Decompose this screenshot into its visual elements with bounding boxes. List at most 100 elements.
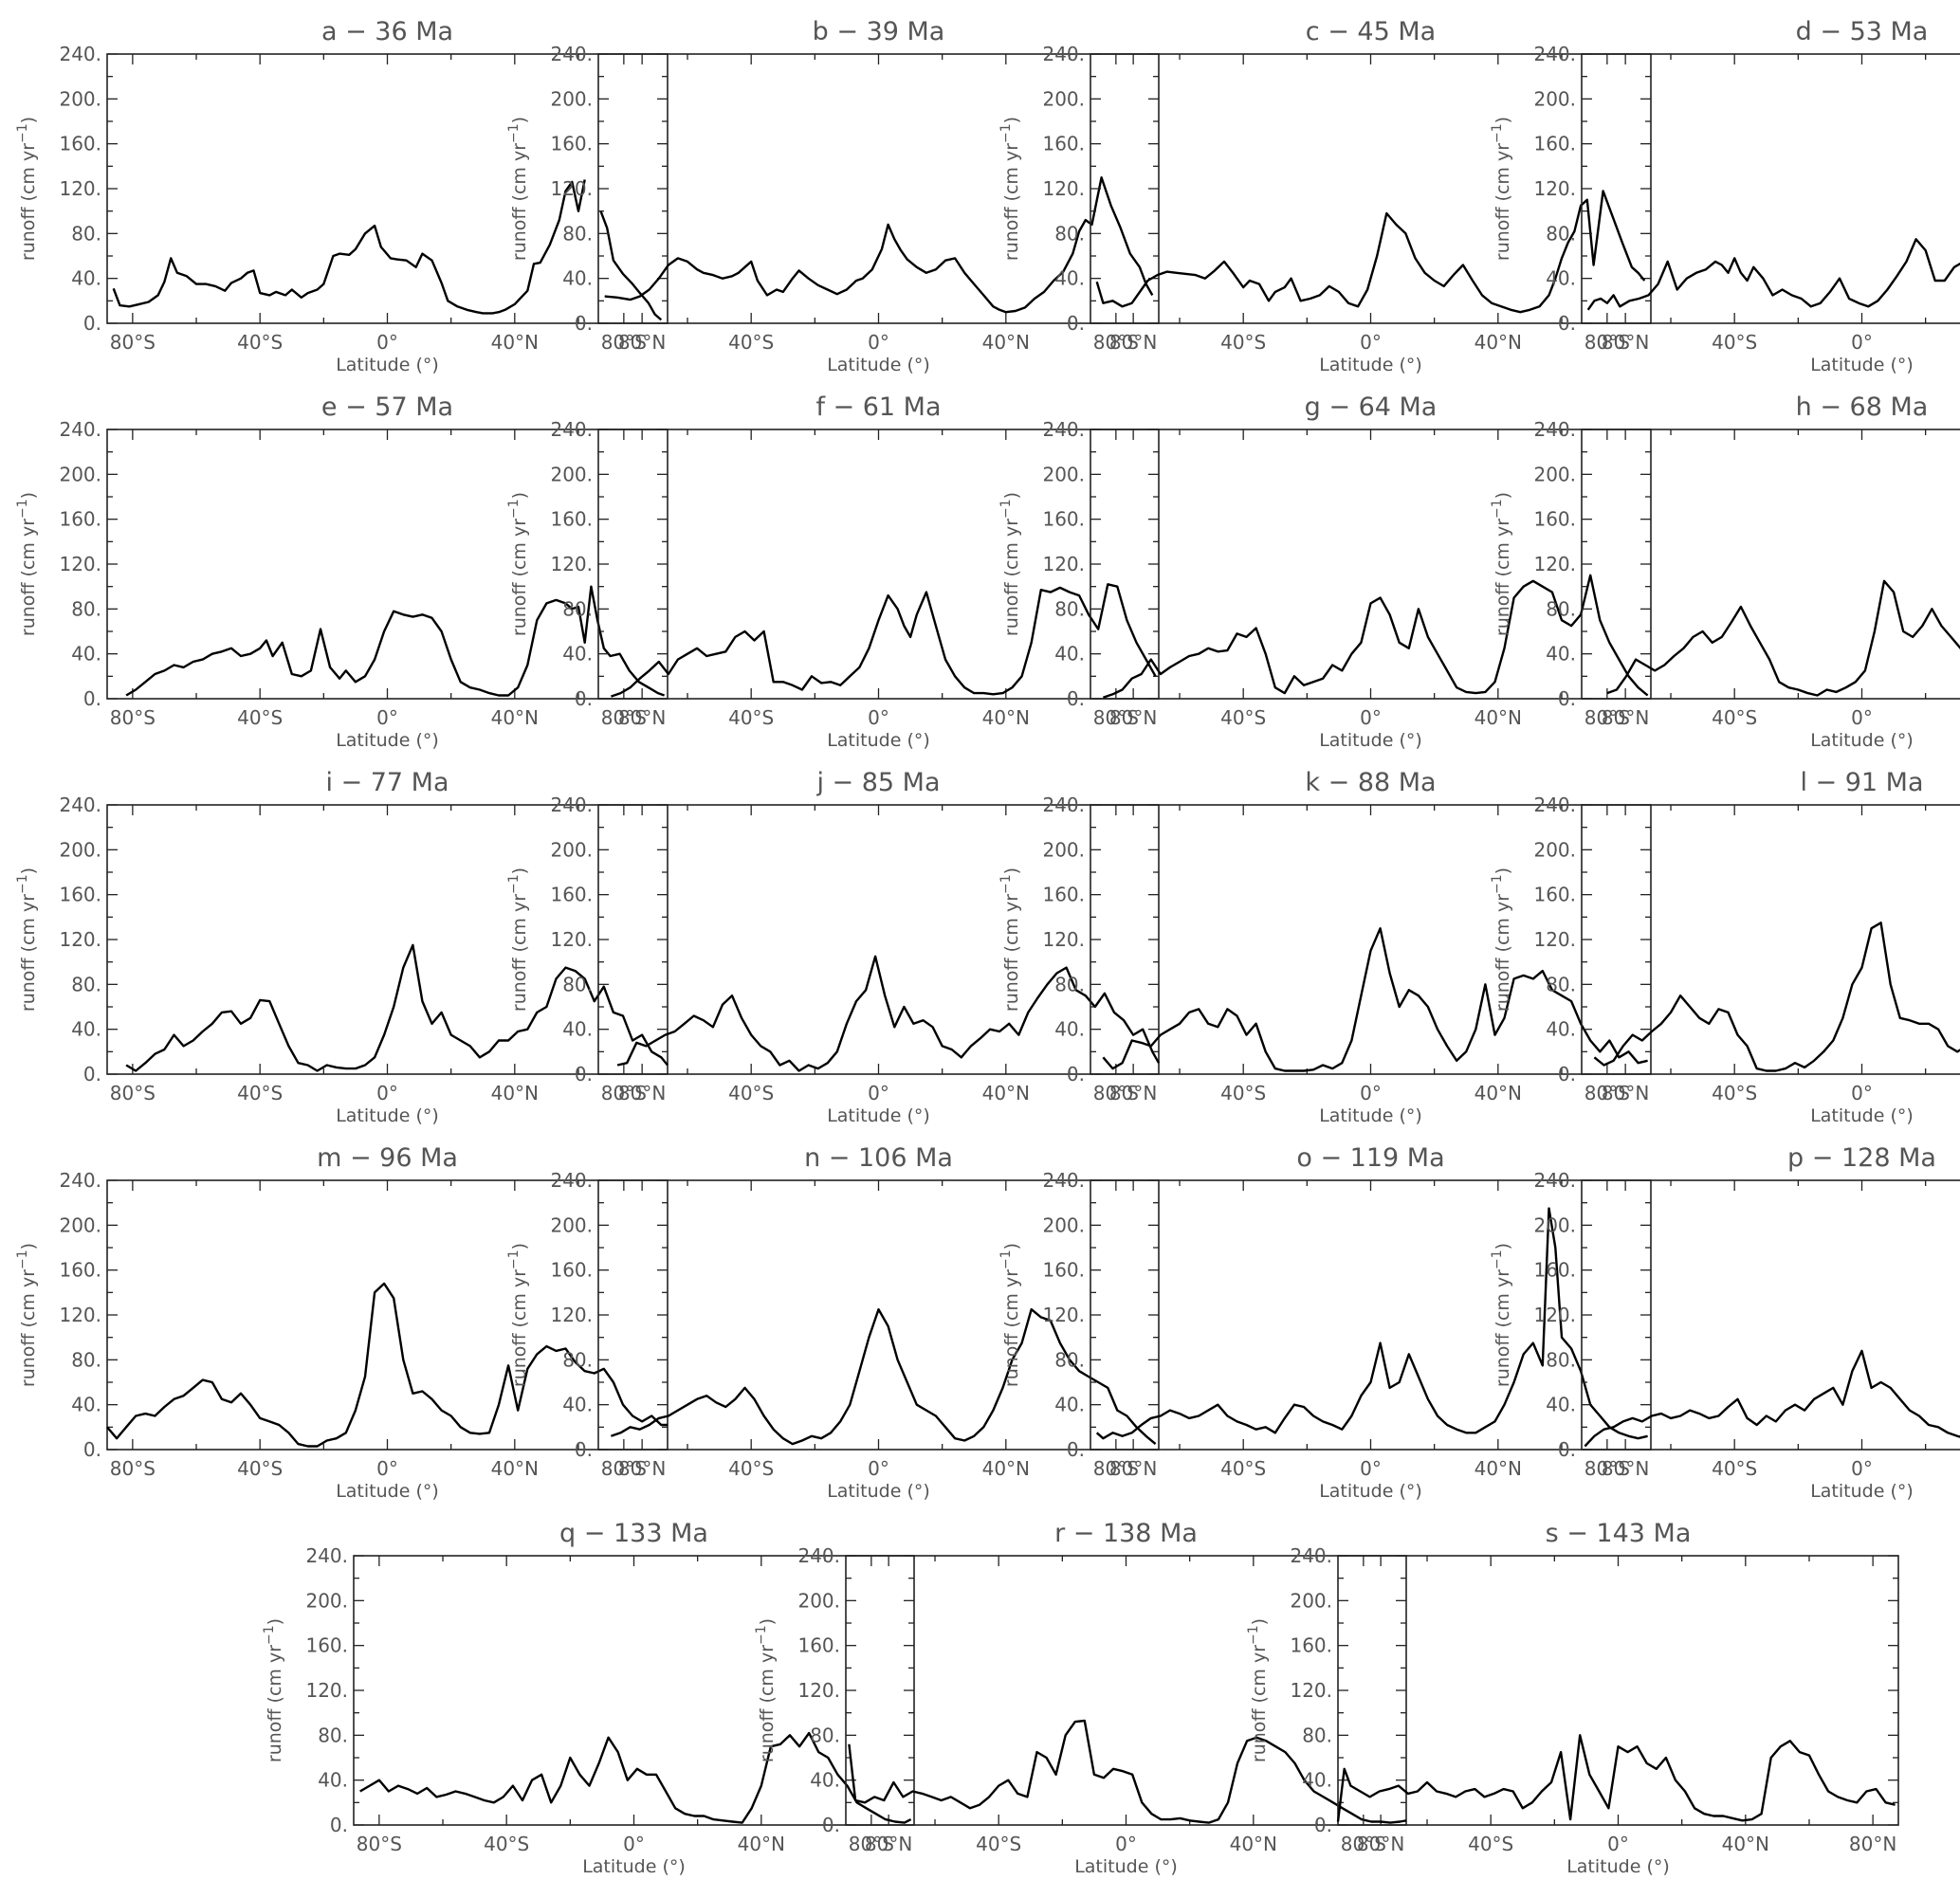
x-tick-label: 80°S	[601, 331, 647, 354]
x-tick-label: 0°	[376, 1457, 398, 1480]
x-tick-label: 0°	[1115, 1833, 1137, 1855]
x-tick-label: 80°S	[1093, 1457, 1139, 1480]
x-tick-label: 80°N	[618, 1457, 666, 1480]
runoff-line	[359, 1731, 912, 1824]
x-tick-label: 80°N	[618, 331, 666, 354]
y-axis-label: runoff (cm yr−1)	[15, 867, 39, 1012]
y-tick-label: 120.	[550, 928, 593, 951]
panel-9: i − 77 Ma 0. 40. 80. 120. 160. 200. 240. 80°S 40°…	[15, 768, 669, 1126]
x-tick-label: 0°	[868, 331, 889, 354]
y-tick-label: 200.	[550, 1214, 593, 1236]
x-axis-label: Latitude (°)	[1810, 355, 1914, 375]
y-tick-label: 240.	[1533, 1169, 1576, 1192]
runoff-line	[1095, 1207, 1648, 1440]
x-tick-label: 80°N	[1109, 331, 1157, 354]
y-tick-label: 80.	[1546, 973, 1576, 995]
x-tick-label: 80°S	[110, 331, 156, 354]
y-tick-label: 80.	[71, 973, 101, 995]
y-tick-label: 40.	[71, 1018, 101, 1041]
y-axis-label-text: runoff (cm yr	[1001, 894, 1022, 1012]
x-tick-label: 80°S	[1584, 331, 1630, 354]
x-tick-label: 40°S	[1220, 1457, 1266, 1480]
runoff-line	[1103, 574, 1649, 699]
x-tick-label: 40°S	[728, 706, 774, 729]
y-tick-label: 200.	[59, 1214, 101, 1236]
runoff-line	[604, 176, 1154, 314]
y-tick-label: 200.	[1533, 838, 1576, 861]
panel-title: i − 77 Ma	[325, 768, 449, 797]
panel-title: o − 119 Ma	[1296, 1143, 1444, 1173]
y-axis-label: runoff (cm yr−1)	[15, 492, 39, 636]
x-tick-label: 0°	[1360, 1082, 1382, 1104]
y-tick-label: 80.	[71, 222, 101, 245]
y-tick-label: 200.	[1533, 87, 1576, 110]
plot-frame	[1337, 1555, 1899, 1826]
x-tick-label: 40°N	[982, 1082, 1030, 1104]
runoff-line	[1584, 1349, 1960, 1448]
y-tick-label: 40.	[562, 1018, 593, 1041]
y-axis-label: runoff (cm yr−1)	[1490, 1243, 1513, 1387]
x-axis-label: Latitude (°)	[827, 355, 930, 375]
y-axis-label-sup: −1	[1490, 874, 1505, 894]
y-axis-label-sup: −1	[1490, 123, 1505, 143]
y-tick-label: 40.	[71, 1394, 101, 1416]
y-tick-label: 200.	[1042, 463, 1085, 485]
runoff-line	[1606, 579, 1960, 697]
panel-title: j − 85 Ma	[815, 768, 940, 797]
y-tick-label: 160.	[797, 1634, 840, 1657]
x-axis-label: Latitude (°)	[827, 1105, 930, 1126]
runoff-line	[611, 583, 1157, 698]
y-tick-label: 40.	[1546, 643, 1576, 666]
y-tick-label: 40.	[1054, 643, 1085, 666]
y-tick-label: 0.	[1314, 1814, 1332, 1836]
y-tick-label: 240.	[1042, 418, 1085, 441]
y-axis-label-close: )	[18, 492, 39, 499]
y-axis-label-close: )	[509, 492, 530, 499]
plot-frame	[1581, 429, 1960, 700]
panel-title: d − 53 Ma	[1796, 17, 1929, 46]
y-tick-label: 40.	[71, 643, 101, 666]
x-tick-label: 40°N	[982, 1457, 1030, 1480]
y-axis-label-close: )	[1001, 117, 1022, 123]
y-tick-label: 0.	[1558, 312, 1576, 335]
y-tick-label: 40.	[1054, 1394, 1085, 1416]
y-axis-label-sup: −1	[998, 123, 1014, 143]
panel-18: r − 138 Ma 0. 40. 80. 120. 160. 200. 240. 80°S 40…	[754, 1519, 1407, 1877]
x-tick-label: 0°	[1851, 706, 1873, 729]
y-tick-label: 120.	[1042, 928, 1085, 951]
y-axis-label-close: )	[1493, 1243, 1513, 1250]
y-tick-label: 0.	[1558, 1438, 1576, 1461]
x-tick-label: 0°	[868, 1082, 889, 1104]
y-axis-label-sup: −1	[506, 499, 522, 519]
x-axis-label: Latitude (°)	[1319, 1481, 1422, 1502]
y-tick-label: 240.	[1290, 1544, 1332, 1567]
y-axis-label-sup: −1	[15, 1250, 30, 1269]
y-axis-label: runoff (cm yr−1)	[506, 117, 530, 261]
y-tick-label: 0.	[575, 1438, 593, 1461]
x-axis-label: Latitude (°)	[336, 355, 439, 375]
panel-10: j − 85 Ma 0. 40. 80. 120. 160. 200. 240. 80°S 40°…	[506, 768, 1161, 1126]
y-tick-label: 240.	[1042, 1169, 1085, 1192]
panel-title: k − 88 Ma	[1305, 768, 1436, 797]
x-axis-label: Latitude (°)	[1810, 1481, 1914, 1502]
x-axis-label: Latitude (°)	[336, 1105, 439, 1126]
y-tick-label: 0.	[822, 1814, 840, 1836]
y-tick-label: 160.	[59, 884, 101, 906]
y-axis-label-sup: −1	[262, 1625, 277, 1645]
y-axis-label-close: )	[265, 1618, 285, 1625]
y-tick-label: 0.	[1067, 312, 1085, 335]
panel-title: m − 96 Ma	[317, 1143, 458, 1173]
y-tick-label: 240.	[59, 418, 101, 441]
y-axis-label-text: runoff (cm yr	[18, 519, 39, 636]
y-tick-label: 120.	[59, 177, 101, 200]
x-tick-label: 80°S	[1093, 1082, 1139, 1104]
y-tick-label: 240.	[1533, 43, 1576, 65]
x-tick-label: 80°N	[618, 1082, 666, 1104]
x-tick-label: 80°S	[601, 706, 647, 729]
x-tick-label: 40°N	[491, 1457, 539, 1480]
panel-title: l − 91 Ma	[1800, 768, 1923, 797]
runoff-line	[125, 585, 666, 697]
y-axis-label-sup: −1	[1246, 1625, 1261, 1645]
panel-title: r − 138 Ma	[1054, 1519, 1198, 1548]
panel-title: a − 36 Ma	[321, 17, 453, 46]
